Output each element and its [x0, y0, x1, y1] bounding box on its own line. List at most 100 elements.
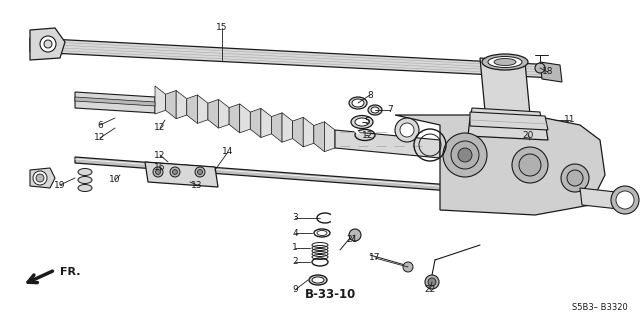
- Circle shape: [425, 275, 439, 289]
- Polygon shape: [292, 117, 303, 147]
- Text: 10: 10: [109, 175, 121, 184]
- Polygon shape: [324, 122, 335, 152]
- Polygon shape: [580, 188, 628, 210]
- Circle shape: [611, 186, 639, 214]
- Circle shape: [458, 148, 472, 162]
- Circle shape: [198, 169, 202, 174]
- Text: 7: 7: [387, 106, 393, 115]
- Circle shape: [451, 141, 479, 169]
- Circle shape: [153, 167, 163, 177]
- Circle shape: [519, 154, 541, 176]
- Ellipse shape: [482, 54, 528, 70]
- Circle shape: [40, 36, 56, 52]
- Text: 3: 3: [292, 213, 298, 222]
- Polygon shape: [470, 112, 548, 130]
- Text: 14: 14: [222, 147, 234, 157]
- Polygon shape: [75, 157, 545, 198]
- Text: 17: 17: [369, 254, 381, 263]
- Ellipse shape: [488, 56, 522, 68]
- Ellipse shape: [351, 115, 373, 129]
- Circle shape: [512, 147, 548, 183]
- Circle shape: [403, 262, 413, 272]
- Polygon shape: [261, 108, 271, 137]
- Text: 19: 19: [54, 181, 66, 189]
- Polygon shape: [303, 117, 314, 147]
- Polygon shape: [540, 62, 562, 82]
- Polygon shape: [75, 97, 155, 106]
- Polygon shape: [155, 86, 166, 114]
- Ellipse shape: [349, 97, 367, 109]
- Polygon shape: [30, 38, 555, 78]
- Polygon shape: [218, 100, 229, 128]
- Circle shape: [44, 40, 52, 48]
- Ellipse shape: [312, 277, 324, 283]
- Circle shape: [535, 63, 545, 73]
- Polygon shape: [468, 118, 548, 140]
- Polygon shape: [229, 104, 240, 133]
- Text: 2: 2: [292, 257, 298, 266]
- Text: 21: 21: [346, 235, 358, 244]
- Text: 12: 12: [94, 133, 106, 143]
- Text: 15: 15: [216, 24, 228, 33]
- Text: 12: 12: [154, 123, 166, 132]
- Text: 12: 12: [362, 130, 374, 139]
- Polygon shape: [240, 104, 250, 133]
- Circle shape: [195, 167, 205, 177]
- Circle shape: [395, 118, 419, 142]
- Polygon shape: [250, 108, 261, 137]
- Text: 5: 5: [364, 117, 370, 127]
- Circle shape: [561, 164, 589, 192]
- Text: 1: 1: [292, 243, 298, 253]
- Circle shape: [349, 229, 361, 241]
- Polygon shape: [395, 115, 605, 215]
- Ellipse shape: [78, 176, 92, 183]
- Text: 12: 12: [154, 151, 166, 160]
- Text: 6: 6: [97, 121, 103, 130]
- Circle shape: [400, 123, 414, 137]
- Text: FR.: FR.: [60, 267, 81, 277]
- Polygon shape: [314, 122, 324, 152]
- Ellipse shape: [309, 275, 327, 285]
- Polygon shape: [480, 58, 530, 115]
- Circle shape: [33, 171, 47, 185]
- Ellipse shape: [352, 99, 364, 107]
- Text: 16: 16: [154, 164, 166, 173]
- Text: 22: 22: [424, 286, 436, 294]
- Polygon shape: [197, 95, 208, 123]
- Text: B-33-10: B-33-10: [305, 288, 356, 301]
- Polygon shape: [470, 108, 542, 125]
- Circle shape: [443, 133, 487, 177]
- Ellipse shape: [355, 118, 369, 126]
- Text: 8: 8: [367, 91, 373, 100]
- Circle shape: [36, 174, 44, 182]
- Circle shape: [156, 169, 161, 174]
- Polygon shape: [75, 92, 155, 113]
- Polygon shape: [30, 28, 65, 60]
- Ellipse shape: [368, 105, 382, 115]
- Polygon shape: [166, 91, 176, 119]
- Polygon shape: [30, 168, 55, 188]
- Ellipse shape: [494, 58, 516, 65]
- Polygon shape: [145, 162, 218, 187]
- Ellipse shape: [78, 184, 92, 191]
- Text: 11: 11: [564, 115, 576, 124]
- Polygon shape: [282, 113, 292, 142]
- Polygon shape: [335, 130, 440, 158]
- Circle shape: [170, 167, 180, 177]
- Polygon shape: [176, 91, 187, 119]
- Text: S5B3– B3320: S5B3– B3320: [572, 303, 628, 313]
- Ellipse shape: [371, 107, 379, 113]
- Polygon shape: [208, 100, 218, 128]
- Circle shape: [428, 278, 436, 286]
- Polygon shape: [271, 113, 282, 142]
- Circle shape: [616, 191, 634, 209]
- Text: 13: 13: [191, 181, 203, 189]
- Circle shape: [173, 169, 177, 174]
- Circle shape: [567, 170, 583, 186]
- Text: 20: 20: [522, 130, 534, 139]
- Text: 9: 9: [292, 286, 298, 294]
- Ellipse shape: [78, 168, 92, 175]
- Text: 18: 18: [542, 68, 554, 77]
- Text: 4: 4: [292, 228, 298, 238]
- Polygon shape: [187, 95, 197, 123]
